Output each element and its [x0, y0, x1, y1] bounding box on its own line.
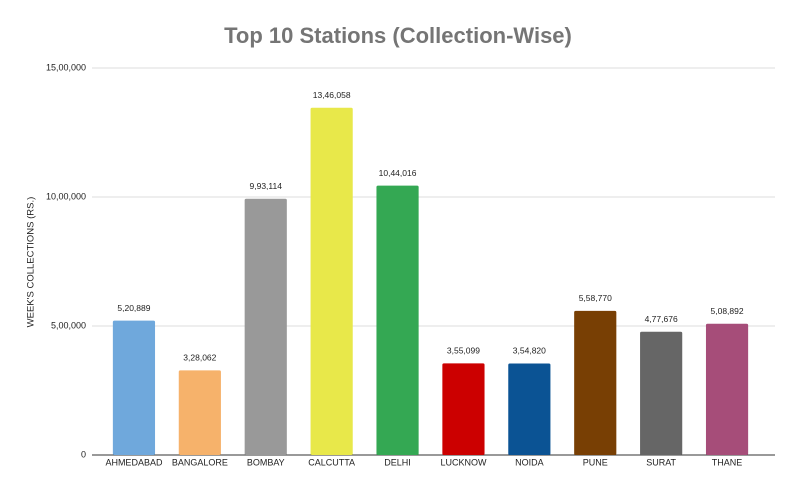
- value-label: 3,54,820: [513, 346, 546, 356]
- x-tick-label: AHMEDABAD: [105, 457, 163, 467]
- x-tick-label: NOIDA: [515, 457, 544, 467]
- x-tick-label: SURAT: [646, 457, 676, 467]
- bar: [178, 370, 221, 455]
- bar: [112, 320, 156, 455]
- bar: [705, 323, 749, 455]
- value-label: 13,46,058: [313, 90, 351, 100]
- value-label: 3,28,062: [183, 353, 216, 363]
- value-label: 5,58,770: [579, 293, 612, 303]
- bar: [508, 363, 551, 455]
- value-label: 3,55,099: [447, 346, 480, 356]
- y-axis-label: WEEK'S COLLECTIONS (RS.): [26, 197, 37, 328]
- value-label: 5,08,892: [711, 306, 744, 316]
- x-tick-label: LUCKNOW: [440, 457, 487, 467]
- y-tick-label: 0: [81, 449, 86, 459]
- bar: [310, 107, 353, 455]
- y-tick-label: 5,00,000: [51, 320, 86, 330]
- value-label: 4,77,676: [645, 314, 678, 324]
- bar: [376, 185, 419, 456]
- chart-title: Top 10 Stations (Collection-Wise): [224, 23, 572, 48]
- x-tick-label: DELHI: [384, 457, 411, 467]
- bar: [442, 363, 485, 455]
- value-label: 9,93,114: [250, 181, 283, 191]
- y-tick-label: 10,00,000: [46, 191, 86, 201]
- value-label: 10,44,016: [379, 168, 417, 178]
- x-tick-label: THANE: [712, 457, 743, 467]
- bar: [244, 198, 287, 455]
- bar: [574, 310, 617, 455]
- bar: [640, 331, 683, 455]
- x-tick-label: BANGALORE: [172, 457, 228, 467]
- value-label: 5,20,889: [117, 303, 150, 313]
- y-tick-label: 15,00,000: [46, 62, 86, 72]
- x-tick-label: BOMBAY: [247, 457, 285, 467]
- x-tick-label: CALCUTTA: [308, 457, 355, 467]
- x-tick-label: PUNE: [583, 457, 608, 467]
